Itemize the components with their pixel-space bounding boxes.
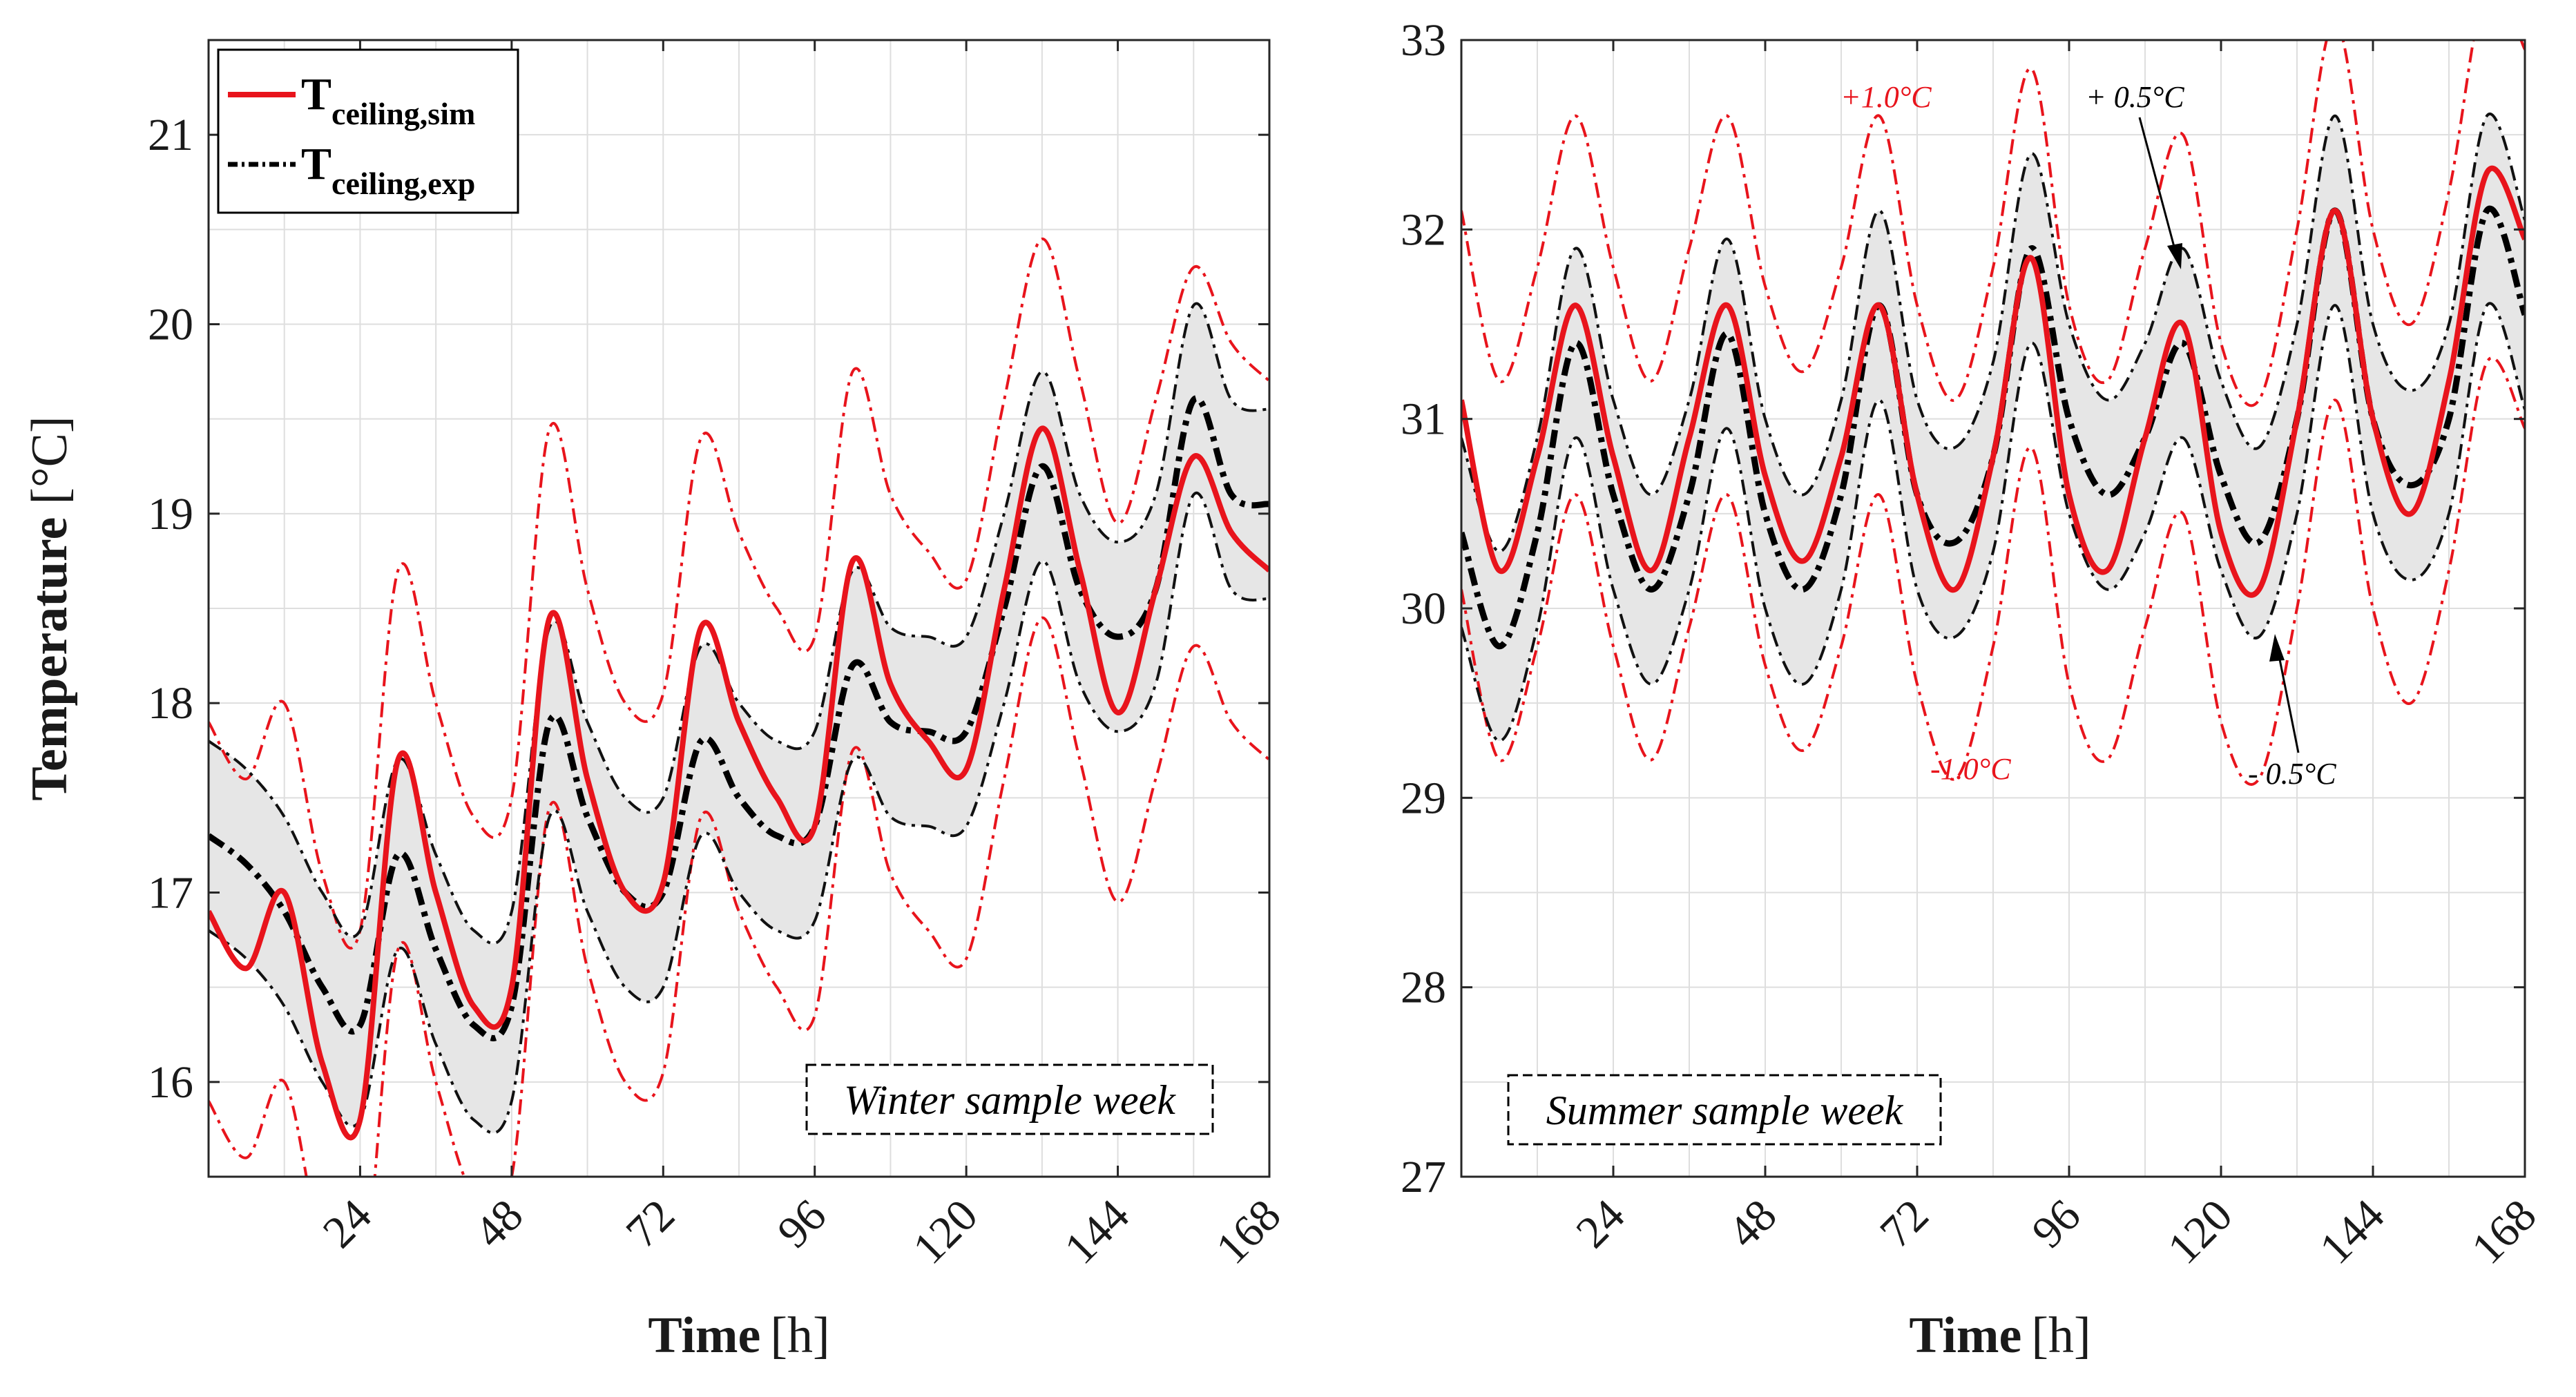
x-tick-label: 48 <box>465 1190 532 1258</box>
legend-exp-sub: ceiling,exp <box>331 166 475 201</box>
annotation-minus-0.5: - 0.5°C <box>2248 757 2336 791</box>
x-tick-label: 72 <box>1870 1190 1938 1258</box>
y-tick-label: 32 <box>1401 204 1446 255</box>
winter-series-exp-line <box>209 395 1269 1041</box>
annotation-plus-0.5-arrowhead <box>2167 243 2182 269</box>
legend-sim-sub: ceiling,sim <box>331 96 475 131</box>
summer-xlabel: Time <box>1909 1307 2021 1364</box>
legend-box <box>217 48 519 214</box>
ylabel-unit: [°C] <box>21 416 78 504</box>
summer-exp-minus-0.5-line <box>1461 302 2525 743</box>
winter-sim-minus-1.0-line <box>209 616 1269 1177</box>
y-tick-label: 21 <box>148 110 193 160</box>
y-tick-label: 33 <box>1401 15 1446 66</box>
winter-sample-label: Winter sample week <box>844 1077 1176 1123</box>
summer-sim-minus-1.0-line <box>1461 356 2525 786</box>
summer-exp-plus-0.5-line <box>1461 112 2525 553</box>
winter-exp-minus-0.5-line <box>209 491 1269 1135</box>
annotation-plus-1.0: +1.0°C <box>1840 80 1932 114</box>
winter-xlabel-unit: [h] <box>770 1307 829 1364</box>
y-tick-label: 31 <box>1401 394 1446 445</box>
winter-plot-content <box>209 238 1269 1177</box>
annotation-plus-0.5: + 0.5°C <box>2086 80 2184 114</box>
summer-y-ticks: 27 28 29 30 31 32 33 <box>1401 15 2525 1202</box>
x-tick-label: 144 <box>2310 1190 2394 1274</box>
winter-grid <box>209 40 1269 1177</box>
y-tick-label: 16 <box>148 1057 193 1108</box>
summer-series-sim-line <box>1461 165 2525 598</box>
y-tick-label: 20 <box>148 300 193 350</box>
annotation-minus-0.5-arrow-line <box>2276 648 2300 753</box>
x-tick-label: 96 <box>768 1190 836 1258</box>
x-tick-label: 120 <box>2158 1190 2242 1274</box>
winter-legend: Tceiling,sim Tceiling,exp <box>217 48 519 214</box>
legend-exp-label: Tceiling,exp <box>301 139 475 201</box>
annotation-minus-1.0: -1.0°C <box>1930 752 2011 786</box>
legend-sim-label: Tceiling,sim <box>301 69 475 131</box>
x-tick-label: 168 <box>2462 1190 2546 1274</box>
summer-x-axis-title: Time [h] <box>1909 1307 2090 1364</box>
winter-axes-box <box>207 39 1271 1178</box>
y-axis-title: Temperature [°C] <box>21 416 78 800</box>
summer-panel: 27 28 29 30 31 32 33 24 48 72 96 120 144 168 +1.0°C … <box>1401 15 2546 1364</box>
y-tick-label: 18 <box>148 678 193 729</box>
winter-x-axis-title: Time [h] <box>648 1307 829 1364</box>
summer-sample-label: Summer sample week <box>1546 1088 1904 1133</box>
y-tick-label: 27 <box>1401 1152 1446 1202</box>
x-tick-label: 24 <box>1566 1190 1634 1258</box>
winter-panel: 16 17 18 19 20 21 24 48 72 96 120 144 168 Tceiling,… <box>21 39 1291 1364</box>
summer-sample-frame <box>1507 1074 1942 1146</box>
y-tick-label: 29 <box>1401 773 1446 823</box>
legend-exp-main: T <box>301 139 331 189</box>
winter-series-sim-line <box>209 425 1269 1141</box>
y-tick-label: 28 <box>1401 963 1446 1013</box>
y-tick-label: 17 <box>148 868 193 918</box>
winter-sample-box: Winter sample week <box>805 1063 1214 1135</box>
y-tick-label: 19 <box>148 489 193 539</box>
x-tick-label: 120 <box>903 1190 988 1274</box>
legend-sim-main: T <box>301 69 331 119</box>
winter-sim-plus-1.0-line <box>209 238 1269 950</box>
ylabel: Temperature <box>21 517 78 801</box>
winter-y-ticks: 16 17 18 19 20 21 <box>148 110 1269 1108</box>
x-tick-label: 96 <box>2022 1190 2090 1258</box>
y-tick-label: 30 <box>1401 584 1446 634</box>
x-tick-label: 72 <box>617 1190 684 1258</box>
summer-xlabel-unit: [h] <box>2031 1307 2090 1364</box>
x-tick-label: 48 <box>1718 1190 1786 1258</box>
x-tick-label: 144 <box>1055 1190 1140 1274</box>
summer-annotations: +1.0°C + 0.5°C -1.0°C - 0.5°C <box>1840 80 2336 791</box>
winter-xlabel: Time <box>648 1307 760 1364</box>
summer-plot-content <box>1461 40 2525 786</box>
winter-sample-frame <box>805 1063 1214 1135</box>
annotation-minus-0.5-arrowhead <box>2269 634 2285 662</box>
annotation-plus-0.5-arrow-line <box>2138 117 2178 258</box>
x-tick-label: 168 <box>1207 1190 1291 1274</box>
summer-sample-box: Summer sample week <box>1507 1074 1942 1146</box>
x-tick-label: 24 <box>314 1190 381 1258</box>
summer-sim-plus-1.0-line <box>1461 40 2525 407</box>
